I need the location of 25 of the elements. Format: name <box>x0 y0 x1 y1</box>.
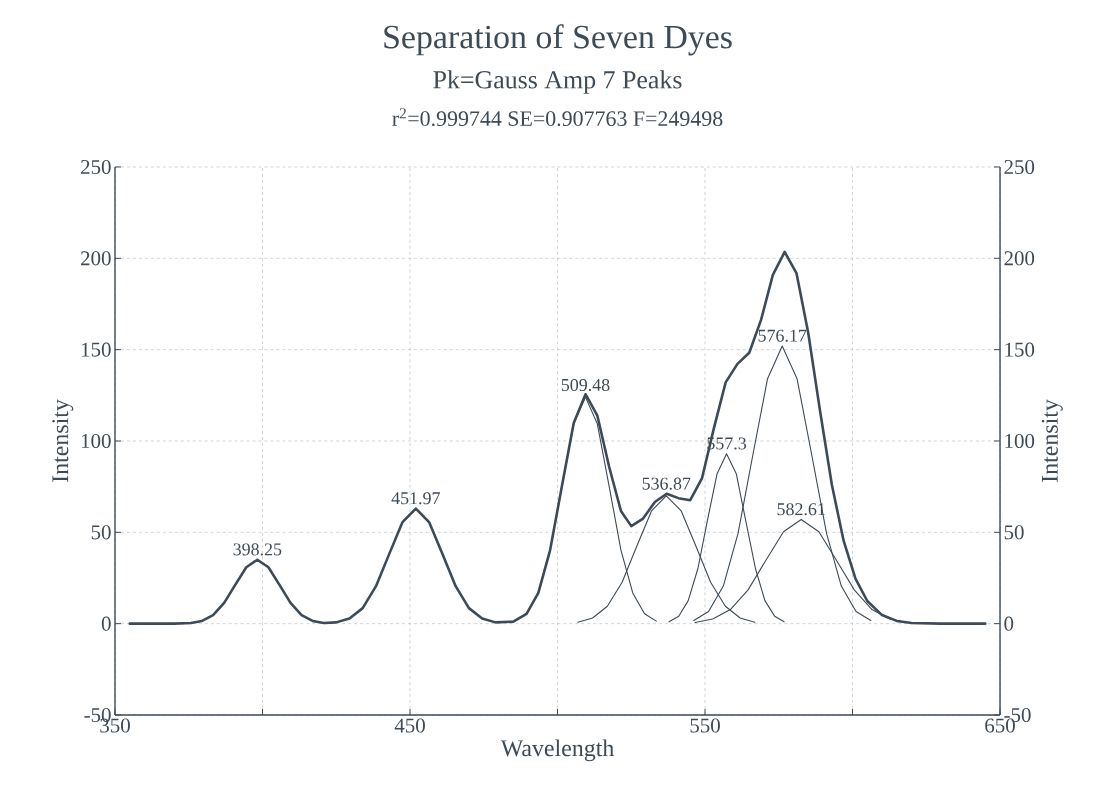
x-tick-label: 450 <box>394 718 425 733</box>
y-tick-label: 50 <box>91 525 111 540</box>
y-tick-label: 100 <box>81 433 111 449</box>
annotation: 451.97 <box>391 492 440 505</box>
annotation: 509.48 <box>561 378 610 392</box>
chart-subtitle: Pk=Gauss Amp 7 Peaks <box>433 70 682 94</box>
chart-title: Separation of Seven Dyes <box>384 24 732 56</box>
annotation: 398.25 <box>233 543 282 556</box>
y-axis-title: Intensity <box>52 399 74 482</box>
y2-tick-label: 100 <box>1005 433 1035 449</box>
y-tick-label: 0 <box>101 616 111 631</box>
y2-tick-label: 0 <box>1004 616 1014 631</box>
y-tick-label: 200 <box>81 251 111 266</box>
y2-tick-label: 250 <box>1004 159 1035 175</box>
y2-tick-label: 150 <box>1005 342 1035 357</box>
y-tick-label: 150 <box>81 342 111 357</box>
y2-tick-label: 50 <box>1004 525 1024 540</box>
annotation: 576.17 <box>758 329 807 342</box>
y2-axis-title: Intensity <box>1041 399 1063 482</box>
y2-tick-label: 200 <box>1004 251 1035 266</box>
text: r$^{2}$=0.999744 SE=0.907763 F=249498 <box>392 108 723 127</box>
y-tick-label: 250 <box>81 159 111 175</box>
annotation: 536.87 <box>642 477 691 490</box>
x-axis-title: Wavelength <box>500 739 615 762</box>
x-tick-label: 550 <box>690 718 720 733</box>
